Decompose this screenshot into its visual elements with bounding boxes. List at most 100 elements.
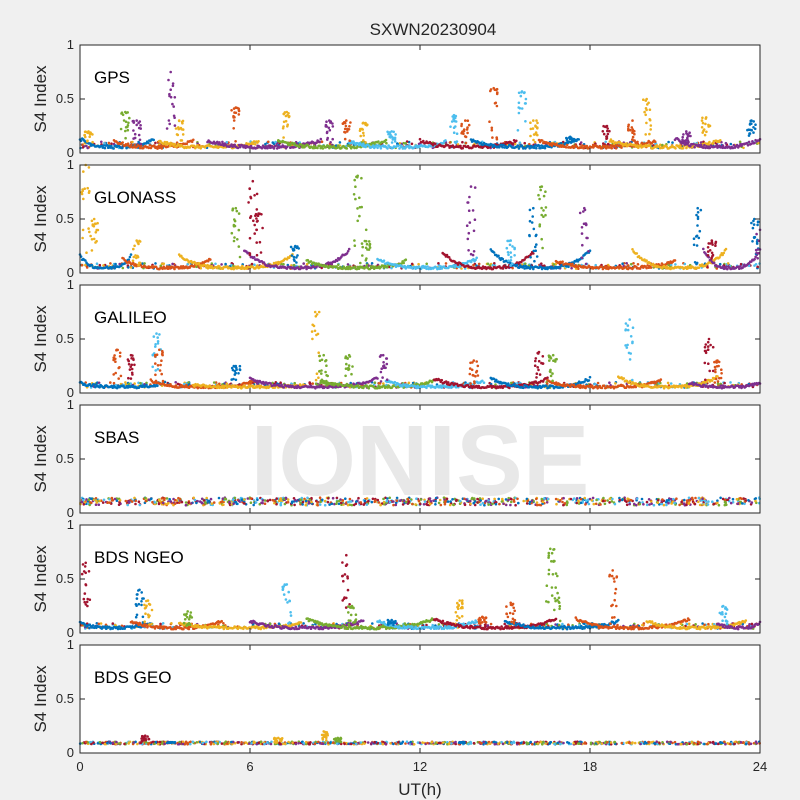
arc-point xyxy=(328,146,331,150)
arc-point xyxy=(565,143,569,147)
spike-point xyxy=(755,242,759,245)
spike-point xyxy=(750,221,753,225)
arc-point xyxy=(747,140,751,144)
data-point xyxy=(377,382,381,385)
data-point xyxy=(396,142,399,145)
spike-point xyxy=(496,91,499,94)
arc-point xyxy=(285,141,289,144)
arc-point xyxy=(180,254,183,258)
spike-peak xyxy=(390,130,394,133)
data-point xyxy=(683,262,687,266)
spike-point xyxy=(139,124,142,127)
arc-point xyxy=(347,265,351,269)
spike-peak xyxy=(492,86,496,90)
y-tick-label: 0.5 xyxy=(56,211,74,226)
spike-point xyxy=(473,186,477,189)
arc-point xyxy=(418,137,422,141)
arc-point xyxy=(128,255,132,259)
spike-point xyxy=(389,136,393,139)
spike-point xyxy=(542,209,545,212)
arc-point xyxy=(522,386,525,390)
data-point xyxy=(143,262,146,265)
arc-point xyxy=(386,266,389,269)
spike-point xyxy=(235,209,239,213)
spike-point xyxy=(495,136,499,139)
spike-point xyxy=(331,125,335,128)
arc-point xyxy=(609,138,613,141)
arc-point xyxy=(724,247,728,251)
arc-point xyxy=(537,138,541,142)
spike-point xyxy=(171,84,175,88)
arc-point xyxy=(541,139,544,142)
arc-point xyxy=(346,267,350,271)
spike-point xyxy=(606,132,610,136)
arc-point xyxy=(497,254,500,258)
arc-point xyxy=(175,144,179,148)
spike-point xyxy=(87,166,91,169)
spike-point xyxy=(509,251,512,254)
spike-point xyxy=(325,131,329,135)
spike-point xyxy=(601,130,605,133)
arc-point xyxy=(381,264,385,268)
spike-point xyxy=(685,132,688,135)
spike-point xyxy=(696,224,699,227)
data-point xyxy=(292,263,296,267)
arc-point xyxy=(237,143,241,147)
spike-point xyxy=(748,123,752,126)
spike-point xyxy=(701,121,705,125)
spike-point xyxy=(751,226,755,230)
spike-point xyxy=(386,130,389,134)
spike-point xyxy=(488,120,491,123)
arc-point xyxy=(346,250,350,253)
plot-area xyxy=(80,285,760,393)
data-point xyxy=(320,266,324,270)
spike-point xyxy=(362,139,365,142)
arc-point xyxy=(585,144,589,148)
data-point xyxy=(579,141,583,144)
spike-point xyxy=(352,193,356,196)
arc-point xyxy=(372,144,375,147)
spike-point xyxy=(393,136,397,140)
spike-point xyxy=(544,190,547,193)
spike-point xyxy=(90,219,94,223)
spike-point xyxy=(752,223,756,226)
spike-point xyxy=(83,130,87,134)
arc-point xyxy=(523,258,526,261)
spike-point xyxy=(586,236,589,240)
data-point xyxy=(267,140,270,144)
arc-point xyxy=(602,384,606,388)
data-point xyxy=(290,264,293,267)
spike-point xyxy=(455,132,459,135)
data-point xyxy=(528,142,531,146)
arc-point xyxy=(159,144,162,148)
data-point xyxy=(674,263,677,266)
spike-point xyxy=(695,234,699,238)
spike-point xyxy=(358,129,362,132)
arc-point xyxy=(238,145,242,149)
arc-point xyxy=(606,265,609,268)
spike-point xyxy=(523,102,527,105)
arc-point xyxy=(132,261,135,265)
spike-point xyxy=(327,126,331,130)
data-point xyxy=(253,263,256,267)
arc-point xyxy=(699,143,703,147)
data-point xyxy=(625,262,628,265)
data-point xyxy=(225,140,229,144)
spike-point xyxy=(233,236,236,239)
spike-point xyxy=(748,132,751,135)
spike-point xyxy=(696,217,700,221)
spike-point xyxy=(523,91,526,94)
spike-point xyxy=(465,128,469,131)
spike-point xyxy=(126,124,130,127)
spike-point xyxy=(532,249,536,253)
arc-point xyxy=(681,146,685,150)
spike-point xyxy=(358,214,361,218)
spike-point xyxy=(237,113,241,116)
arc-point xyxy=(267,144,270,147)
spike-point xyxy=(133,132,137,136)
spike-point xyxy=(253,232,256,235)
spike-point xyxy=(368,246,372,249)
arc-point xyxy=(368,267,372,271)
spike-point xyxy=(462,132,465,136)
arc-point xyxy=(196,144,199,147)
